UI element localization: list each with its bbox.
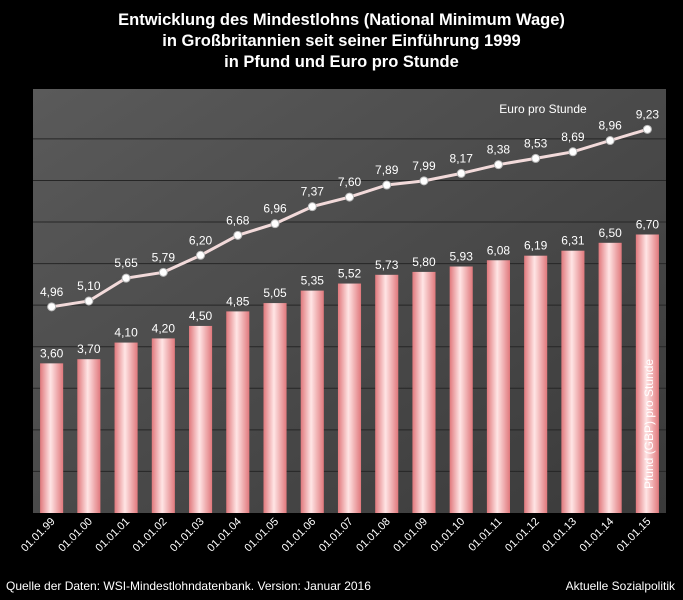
x-tick-01.01.05: 01.01.05 — [242, 516, 281, 555]
bar-label-01.01.14: 6,50 — [598, 226, 622, 240]
x-tick-01.01.09: 01.01.09 — [391, 516, 430, 555]
bar-label-01.01.12: 6,19 — [524, 239, 548, 253]
bar-01.01.11 — [486, 260, 510, 513]
bar-01.01.99 — [40, 363, 64, 513]
publisher-note: Aktuelle Sozialpolitik — [565, 579, 675, 593]
euro-label-01.01.14: 8,96 — [598, 119, 622, 133]
euro-marker-01.01.08 — [382, 180, 392, 190]
euro-marker-01.01.09 — [419, 176, 429, 186]
euro-value-labels: 4,96 5,10 5,65 5,79 6,20 6,68 6,96 7,37 7,60 7,89… — [40, 107, 659, 298]
euro-marker-01.01.12 — [531, 153, 541, 163]
euro-marker-01.01.15 — [642, 124, 652, 134]
source-note: Quelle der Daten: WSI-Mindestlohndatenba… — [6, 579, 371, 593]
x-tick-01.01.11: 01.01.11 — [466, 516, 504, 554]
title-line-1: Entwicklung des Mindestlohns (National M… — [118, 11, 565, 29]
x-tick-01.01.00: 01.01.00 — [56, 516, 95, 555]
euro-marker-01.01.07 — [345, 192, 354, 202]
euro-label-01.01.99: 4,96 — [40, 285, 64, 299]
bar-label-01.01.11: 6,08 — [487, 243, 511, 257]
euro-label-01.01.08: 7,89 — [375, 163, 399, 177]
bar-01.01.13 — [561, 250, 585, 513]
bar-label-01.01.08: 5,73 — [375, 258, 399, 272]
bar-01.01.10 — [449, 266, 473, 513]
x-tick-01.01.06: 01.01.06 — [280, 516, 319, 555]
euro-marker-01.01.14 — [605, 136, 615, 146]
x-tick-01.01.04: 01.01.04 — [205, 516, 244, 555]
euro-marker-01.01.06 — [307, 202, 317, 212]
euro-marker-01.01.00 — [84, 296, 94, 306]
bar-label-01.01.13: 6,31 — [561, 234, 585, 248]
x-tick-01.01.03: 01.01.03 — [168, 516, 207, 555]
euro-marker-01.01.10 — [456, 168, 466, 178]
euro-label-01.01.15: 9,23 — [636, 107, 660, 121]
x-tick-01.01.12: 01.01.12 — [503, 516, 542, 555]
bar-label-01.01.09: 5,80 — [412, 255, 436, 269]
euro-label-01.01.06: 7,37 — [301, 185, 325, 199]
x-tick-01.01.08: 01.01.08 — [354, 516, 393, 555]
euro-label-01.01.00: 5,10 — [77, 279, 101, 293]
bar-01.01.09 — [412, 271, 436, 513]
euro-label-01.01.12: 8,53 — [524, 136, 548, 150]
euro-label-01.01.09: 7,99 — [412, 159, 436, 173]
title-line-2: in Großbritannien seit seiner Einführung… — [162, 32, 521, 50]
bar-label-01.01.00: 3,70 — [77, 342, 101, 356]
euro-label-01.01.02: 5,79 — [152, 250, 176, 264]
x-tick-01.01.13: 01.01.13 — [540, 516, 579, 555]
bar-label-01.01.99: 3,60 — [40, 346, 64, 360]
x-tick-01.01.01: 01.01.01 — [93, 516, 132, 555]
bar-label-01.01.04: 4,85 — [226, 294, 250, 308]
bar-series — [40, 234, 659, 514]
euro-label-01.01.11: 8,38 — [487, 143, 511, 157]
euro-marker-01.01.04 — [233, 230, 243, 240]
bar-01.01.05 — [263, 303, 287, 513]
bar-01.01.08 — [375, 274, 399, 513]
bar-label-01.01.02: 4,20 — [152, 321, 176, 335]
bar-01.01.15 — [635, 234, 659, 514]
bar-value-labels: 3,60 3,70 4,10 4,20 4,50 4,85 5,05 5,35 5,52 5,73… — [40, 217, 659, 360]
title-line-3: in Pfund und Euro pro Stunde — [224, 53, 459, 71]
euro-series-markers — [47, 124, 652, 312]
chart-title: Entwicklung des Mindestlohns (National M… — [0, 10, 683, 73]
bar-label-01.01.03: 4,50 — [189, 309, 213, 323]
euro-marker-01.01.05 — [270, 219, 280, 229]
x-tick-01.01.07: 01.01.07 — [317, 516, 356, 555]
euro-label-01.01.05: 6,96 — [263, 202, 287, 216]
euro-label-01.01.07: 7,60 — [338, 175, 362, 189]
bar-label-01.01.06: 5,35 — [301, 274, 325, 288]
euro-label-01.01.01: 5,65 — [114, 256, 138, 270]
bar-01.01.04 — [226, 311, 250, 513]
x-axis-tick-labels: 01.01.9901.01.0001.01.0101.01.0201.01.03… — [19, 516, 654, 555]
euro-marker-01.01.02 — [158, 267, 168, 277]
bar-label-01.01.15: 6,70 — [636, 217, 660, 231]
x-tick-01.01.10: 01.01.10 — [429, 516, 468, 555]
euro-marker-01.01.01 — [121, 273, 131, 283]
bar-01.01.06 — [300, 290, 324, 513]
bar-label-01.01.10: 5,93 — [450, 249, 474, 263]
bar-01.01.02 — [151, 338, 175, 513]
bar-01.01.01 — [114, 342, 138, 513]
euro-label-01.01.10: 8,17 — [450, 151, 474, 165]
bar-01.01.12 — [524, 255, 548, 514]
euro-label-01.01.13: 8,69 — [561, 130, 585, 144]
euro-label-01.01.04: 6,68 — [226, 213, 250, 227]
bar-label-01.01.07: 5,52 — [338, 267, 362, 281]
euro-marker-01.01.11 — [493, 160, 503, 170]
x-tick-01.01.02: 01.01.02 — [131, 516, 170, 555]
bar-01.01.00 — [77, 359, 101, 513]
euro-marker-01.01.13 — [568, 147, 578, 157]
x-tick-01.01.14: 01.01.14 — [577, 516, 616, 555]
x-tick-01.01.15: 01.01.15 — [615, 516, 654, 555]
euro-marker-01.01.03 — [196, 250, 206, 260]
gbp-series-label: Pfund (GBP) pro Stunde — [642, 359, 656, 489]
bar-label-01.01.05: 5,05 — [263, 286, 287, 300]
x-tick-01.01.99: 01.01.99 — [19, 516, 58, 555]
euro-marker-01.01.99 — [47, 302, 57, 312]
bar-01.01.03 — [189, 325, 213, 513]
bar-01.01.14 — [598, 242, 622, 513]
euro-series-label: Euro pro Stunde — [499, 102, 587, 116]
euro-label-01.01.03: 6,20 — [189, 233, 213, 247]
bar-label-01.01.01: 4,10 — [114, 326, 138, 340]
bar-01.01.07 — [337, 283, 362, 513]
